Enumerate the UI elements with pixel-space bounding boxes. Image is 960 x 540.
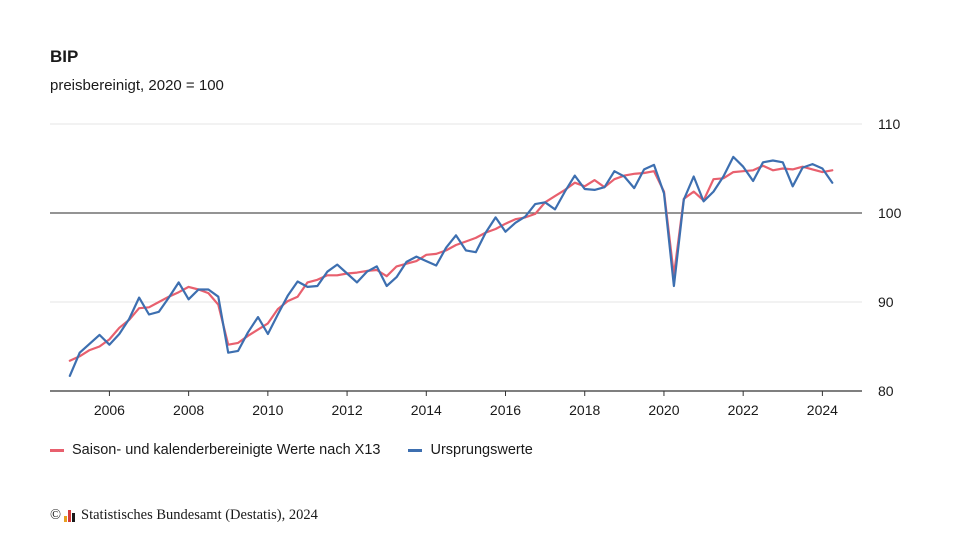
logo-bar-3 — [72, 512, 76, 522]
legend-swatch-original — [408, 448, 423, 452]
source-footer: © Statistisches Bundesamt (Destatis), 20… — [50, 507, 318, 524]
y-tick-label-90: 90 — [878, 294, 894, 310]
legend: Saison- und kalenderbereinigte Werte nac… — [50, 442, 561, 458]
legend-label-x13: Saison- und kalenderbereinigte Werte nac… — [72, 442, 381, 458]
legend-item-original[interactable]: Ursprungswerte — [408, 442, 533, 458]
y-tick-label-80: 80 — [878, 383, 894, 399]
x-tick-label-2012: 2012 — [331, 402, 362, 418]
y-tick-label-110: 110 — [878, 116, 901, 132]
y-tick-label-100: 100 — [878, 205, 902, 221]
x-tick-label-2014: 2014 — [411, 402, 442, 418]
x-tick-label-2006: 2006 — [94, 402, 125, 418]
series-line-original — [68, 155, 834, 377]
x-tick-label-2024: 2024 — [807, 402, 838, 418]
series-line-x13 — [68, 164, 834, 362]
copyright-symbol: © — [50, 507, 62, 523]
logo-bar-2 — [68, 509, 72, 522]
x-tick-label-2020: 2020 — [648, 402, 679, 418]
x-tick-label-2008: 2008 — [173, 402, 204, 418]
chart-title: BIP — [50, 47, 79, 66]
source-text: Statistisches Bundesamt (Destatis), 2024 — [81, 507, 318, 523]
line-chart: 80 90 100 110 2006 2008 2010 2012 2014 2016 2018 20… — [50, 116, 902, 418]
legend-swatch-x13 — [50, 448, 64, 452]
destatis-logo-icon — [64, 509, 76, 522]
chart-subtitle: preisbereinigt, 2020 = 100 — [50, 77, 224, 94]
legend-label-original: Ursprungswerte — [430, 442, 533, 458]
x-tick-label-2022: 2022 — [728, 402, 759, 418]
logo-bar-1 — [64, 515, 68, 522]
legend-item-x13[interactable]: Saison- und kalenderbereinigte Werte nac… — [50, 442, 380, 458]
x-tick-label-2018: 2018 — [569, 402, 600, 418]
x-tick-label-2010: 2010 — [252, 402, 283, 418]
x-tick-label-2016: 2016 — [490, 402, 521, 418]
